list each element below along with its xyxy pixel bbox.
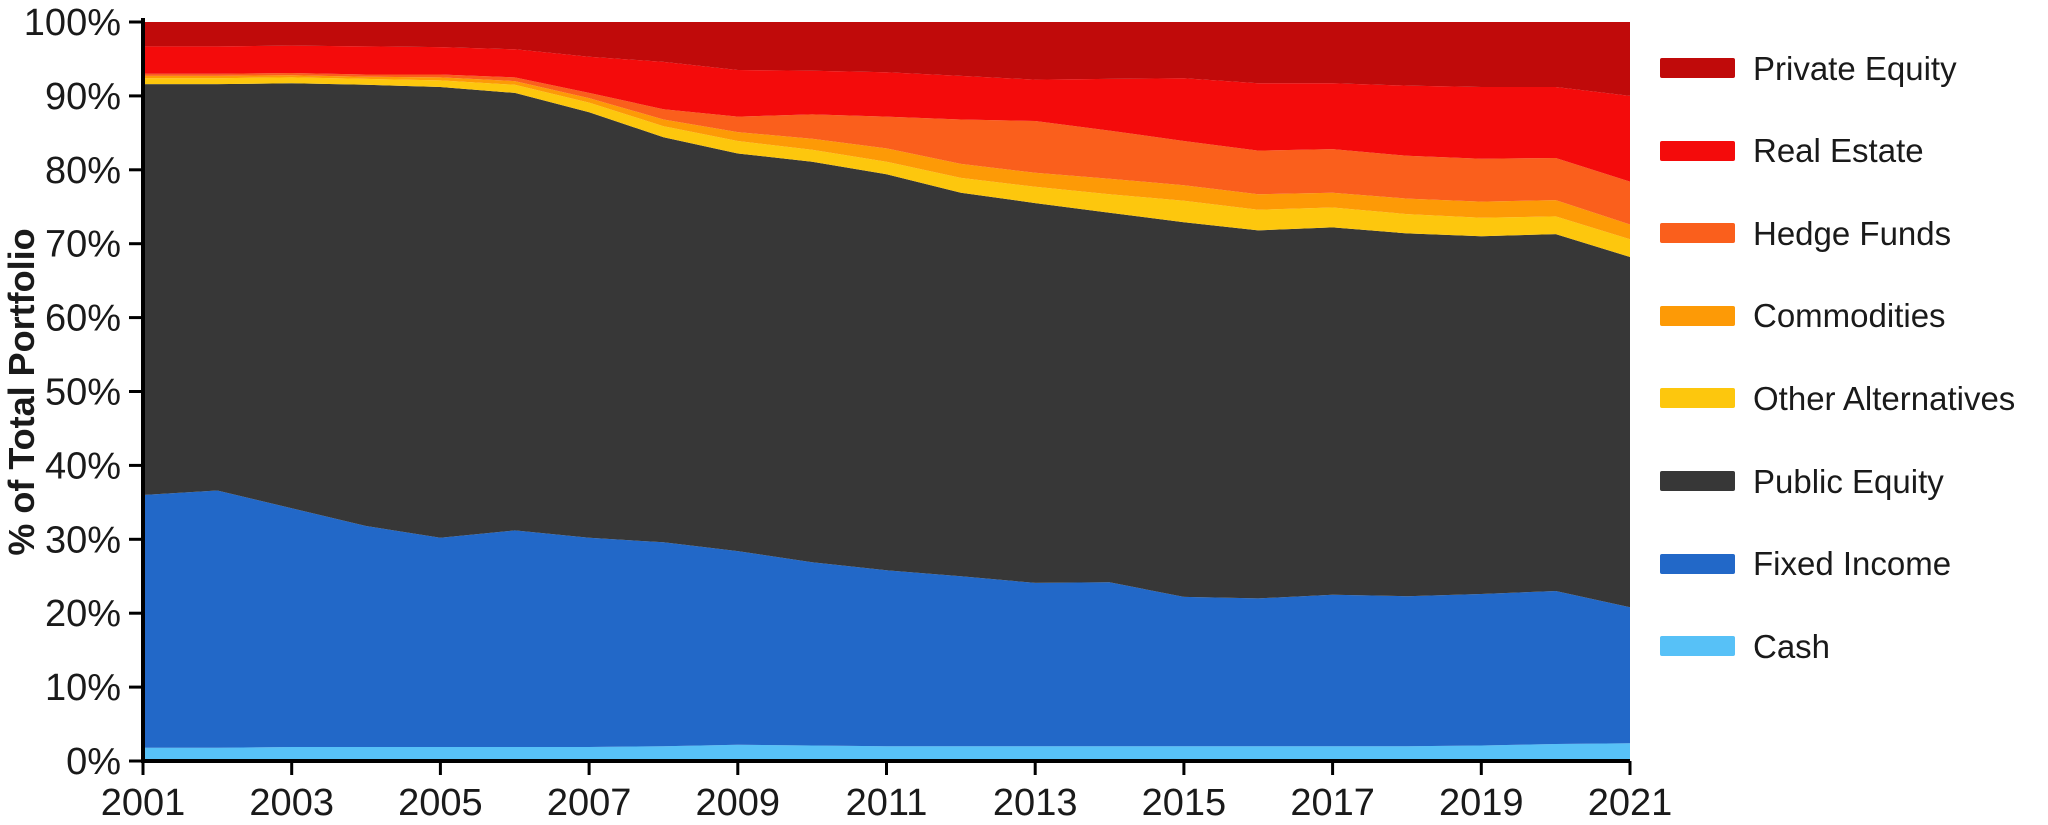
y-tick-label: 40% (45, 445, 121, 487)
y-tick-label: 0% (66, 741, 121, 783)
legend-swatch-icon (1660, 636, 1735, 657)
legend-label: Commodities (1753, 297, 1946, 335)
x-tick-label: 2009 (696, 782, 781, 824)
legend-label: Public Equity (1753, 462, 1944, 500)
x-tick-label: 2007 (547, 782, 632, 824)
y-tick-label: 30% (45, 519, 121, 561)
x-tick-label: 2021 (1588, 782, 1673, 824)
y-axis-title: % of Total Portfolio (1, 228, 42, 555)
legend-label: Private Equity (1753, 49, 1957, 87)
x-tick-label: 2001 (101, 782, 186, 824)
y-tick-label: 90% (45, 76, 121, 118)
x-tick-label: 2003 (249, 782, 334, 824)
y-tick-label: 70% (45, 224, 121, 266)
legend-item-private-equity: Private Equity (1660, 48, 1957, 88)
area-layer-other-alternatives (143, 77, 1630, 258)
area-layer-commodities (143, 75, 1630, 240)
x-tick-label: 2019 (1439, 782, 1524, 824)
x-tick-label: 2013 (993, 782, 1078, 824)
legend-swatch-icon (1660, 388, 1735, 409)
legend-swatch-icon (1660, 58, 1735, 78)
y-tick-label: 20% (45, 593, 121, 635)
legend-item-fixed-income: Fixed Income (1660, 544, 1951, 584)
area-layer-public-equity (143, 83, 1630, 608)
legend-item-public-equity: Public Equity (1660, 461, 1944, 501)
axes: 0% 10% 20% 30% 40% 50% 60% 70% 80% 90% 100% 2001 200… (24, 2, 1672, 824)
area-layer-real-estate (143, 45, 1630, 182)
legend-item-commodities: Commodities (1660, 296, 1946, 336)
x-tick-label: 2017 (1290, 782, 1375, 824)
legend-swatch-icon (1660, 471, 1735, 491)
legend-item-real-estate: Real Estate (1660, 131, 1924, 171)
area-layer-private-equity (143, 22, 1630, 96)
chart-legend: Private Equity Real Estate Hedge Funds Comm… (1660, 0, 2048, 825)
area-layers (143, 22, 1630, 761)
legend-label: Cash (1753, 627, 1831, 665)
legend-swatch-icon (1660, 223, 1735, 244)
y-tick-label: 100% (24, 2, 121, 44)
y-tick-label: 10% (45, 667, 121, 709)
legend-swatch-icon (1660, 140, 1735, 161)
legend-item-hedge-funds: Hedge Funds (1660, 213, 1951, 253)
legend-label: Real Estate (1753, 132, 1924, 170)
legend-label: Other Alternatives (1753, 379, 2016, 417)
x-tick-label: 2005 (398, 782, 483, 824)
x-tick-label: 2011 (846, 782, 928, 824)
y-tick-label: 80% (45, 150, 121, 192)
legend-item-other-alternatives: Other Alternatives (1660, 378, 2015, 418)
legend-label: Hedge Funds (1753, 214, 1952, 252)
legend-swatch-icon (1660, 305, 1735, 326)
legend-swatch-icon (1660, 553, 1735, 574)
legend-label: Fixed Income (1753, 545, 1952, 583)
y-tick-label: 60% (45, 298, 121, 340)
y-tick-label: 50% (45, 372, 121, 414)
area-layer-hedge-funds (143, 73, 1630, 225)
area-layer-cash (143, 743, 1630, 761)
area-layer-fixed-income (143, 490, 1630, 748)
x-tick-label: 2015 (1142, 782, 1227, 824)
legend-item-cash: Cash (1660, 626, 1830, 666)
